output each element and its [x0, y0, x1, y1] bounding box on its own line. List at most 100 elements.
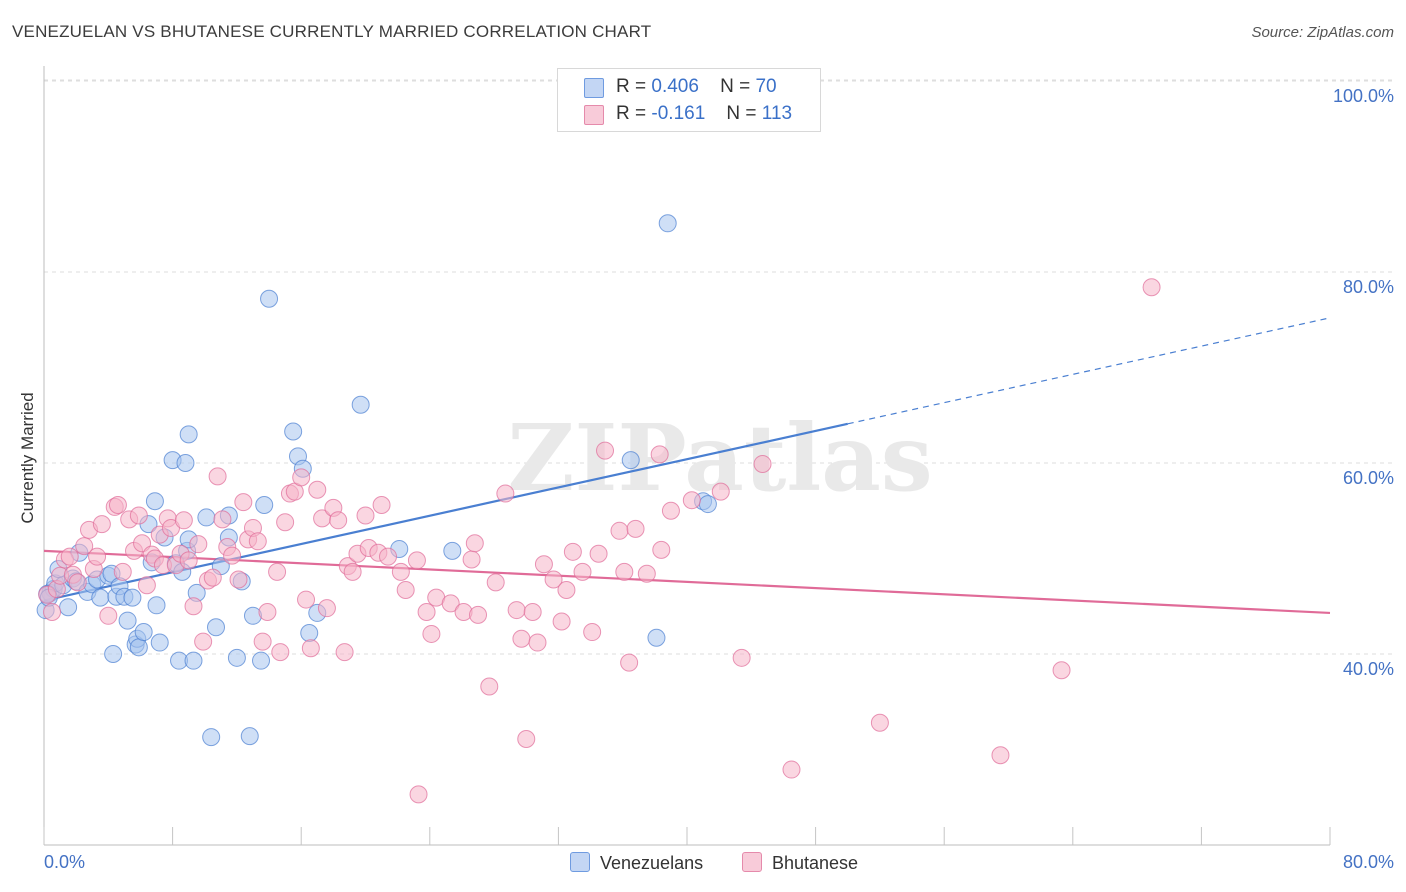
legend-bhutanese[interactable]: Bhutanese — [742, 852, 858, 874]
legend-bhutanese-label: Bhutanese — [772, 853, 859, 873]
bhutanese-point-12 — [92, 515, 111, 534]
stats-box: R = 0.406 N = 70 R = -0.161 N = 113 — [557, 68, 821, 132]
gridlines — [44, 79, 1395, 655]
bhutanese-point-78 — [462, 550, 481, 569]
legend-venezuelans[interactable]: Venezuelans — [570, 852, 703, 874]
x-tick-max: 80.0% — [1342, 852, 1394, 872]
bhutanese-point-56 — [308, 480, 327, 499]
bhutanese-point-32 — [184, 597, 203, 616]
legend-venezuelans-label: Venezuelans — [600, 853, 704, 873]
bhutanese-point-72 — [407, 551, 426, 570]
bhutanese-point-1 — [43, 602, 62, 621]
bhutanese-point-90 — [544, 570, 563, 589]
bhutanese-point-70 — [391, 562, 410, 581]
n-value: 113 — [761, 103, 793, 124]
bhutanese-point-65 — [356, 506, 375, 525]
legend-pink-swatch — [742, 852, 762, 872]
bhutanese-point-104 — [652, 540, 671, 559]
pink-swatch — [584, 105, 604, 125]
bhutanese-point-21 — [137, 576, 156, 595]
bhutanese-point-60 — [329, 511, 348, 530]
bhutanese-point-45 — [248, 532, 267, 551]
bhutanese-point-108 — [732, 648, 751, 667]
venezuelans-point-48 — [227, 648, 246, 667]
bhutanese-point-16 — [113, 562, 132, 581]
legend-blue-swatch — [570, 852, 590, 872]
bhutanese-point-109 — [753, 454, 772, 473]
bhutanese-point-8 — [75, 537, 94, 556]
venezuelans-point-39 — [179, 425, 198, 444]
y-tick-80: 80.0% — [1342, 277, 1394, 297]
bhutanese-point-114 — [1142, 278, 1161, 297]
bhutanese-point-19 — [129, 506, 148, 525]
chart-title: VENEZUELAN VS BHUTANESE CURRENTLY MARRIE… — [12, 22, 652, 41]
venezuelans-point-16 — [104, 645, 123, 663]
bhutanese-point-20 — [133, 534, 152, 553]
bhutanese-point-13 — [99, 606, 118, 625]
bhutanese-point-42 — [234, 493, 253, 512]
bhutanese-point-71 — [396, 581, 415, 600]
bhutanese-point-91 — [552, 612, 571, 631]
venezuelans-trend-extension — [847, 317, 1331, 425]
bhutanese-point-105 — [661, 501, 680, 520]
source-label: Source: ZipAtlas.com — [1251, 24, 1394, 41]
axes — [43, 66, 1331, 846]
r-value: -0.161 — [651, 103, 706, 124]
bhutanese-point-68 — [372, 496, 391, 515]
bhutanese-point-103 — [650, 445, 669, 464]
bhutanese-point-49 — [271, 643, 290, 662]
bhutanese-point-106 — [682, 491, 701, 510]
venezuelans-point-67 — [698, 495, 717, 514]
bhutanese-point-46 — [253, 632, 272, 651]
bhutanese-point-80 — [469, 605, 488, 624]
bhutanese-point-55 — [301, 639, 320, 658]
venezuelans-point-21 — [123, 588, 142, 607]
venezuelans-point-29 — [147, 596, 166, 615]
bhutanese-point-98 — [610, 521, 629, 540]
bhutanese-point-74 — [422, 624, 441, 643]
bhutanese-point-11 — [88, 547, 107, 566]
bhutanese-point-89 — [534, 555, 553, 574]
bhutanese-point-85 — [512, 629, 531, 648]
bhutanese-point-31 — [179, 551, 198, 570]
x-tick-min: 0.0% — [44, 852, 86, 872]
venezuelans-point-43 — [202, 728, 221, 747]
bhutanese-point-38 — [213, 510, 232, 529]
n-label: N = — [726, 103, 757, 124]
bhutanese-point-110 — [782, 760, 801, 779]
bhutanese-point-84 — [507, 601, 526, 620]
bhutanese-point-41 — [229, 570, 248, 589]
r-label: R = — [616, 103, 647, 124]
venezuelans-point-62 — [443, 541, 462, 560]
bhutanese-point-99 — [615, 562, 634, 581]
venezuelans-point-36 — [176, 454, 195, 472]
bhutanese-point-86 — [517, 729, 536, 748]
blue-swatch — [584, 78, 604, 98]
bhutanese-point-81 — [480, 677, 499, 696]
bhutanese-point-69 — [379, 547, 398, 566]
venezuelans-point-58 — [300, 623, 319, 642]
bhutanese-point-107 — [711, 482, 730, 501]
bhutanese-point-47 — [258, 602, 277, 621]
bhutanese-point-95 — [583, 623, 602, 642]
venezuelans-point-44 — [207, 618, 226, 637]
bhutanese-point-113 — [1052, 661, 1071, 680]
bhutanese-point-94 — [573, 562, 592, 581]
bhutanese-point-79 — [465, 534, 484, 553]
venezuelans-point-53 — [255, 496, 274, 515]
bhutanese-point-54 — [297, 590, 316, 609]
y-tick-100: 100.0% — [1332, 86, 1394, 106]
bhutanese-point-50 — [276, 513, 295, 532]
bhutanese-point-76 — [441, 594, 460, 613]
n-value: 70 — [755, 76, 777, 97]
bhutanese-point-96 — [589, 544, 608, 563]
bhutanese-point-101 — [626, 519, 645, 538]
bhutanese-point-5 — [60, 547, 79, 566]
bhutanese-point-40 — [223, 546, 242, 565]
bhutanese-point-83 — [496, 484, 515, 503]
bhutanese-point-92 — [557, 581, 576, 600]
bhutanese-point-87 — [523, 602, 542, 621]
bhutanese-point-34 — [194, 632, 213, 651]
venezuelans-point-55 — [284, 422, 303, 441]
venezuelans-point-54 — [260, 289, 279, 308]
